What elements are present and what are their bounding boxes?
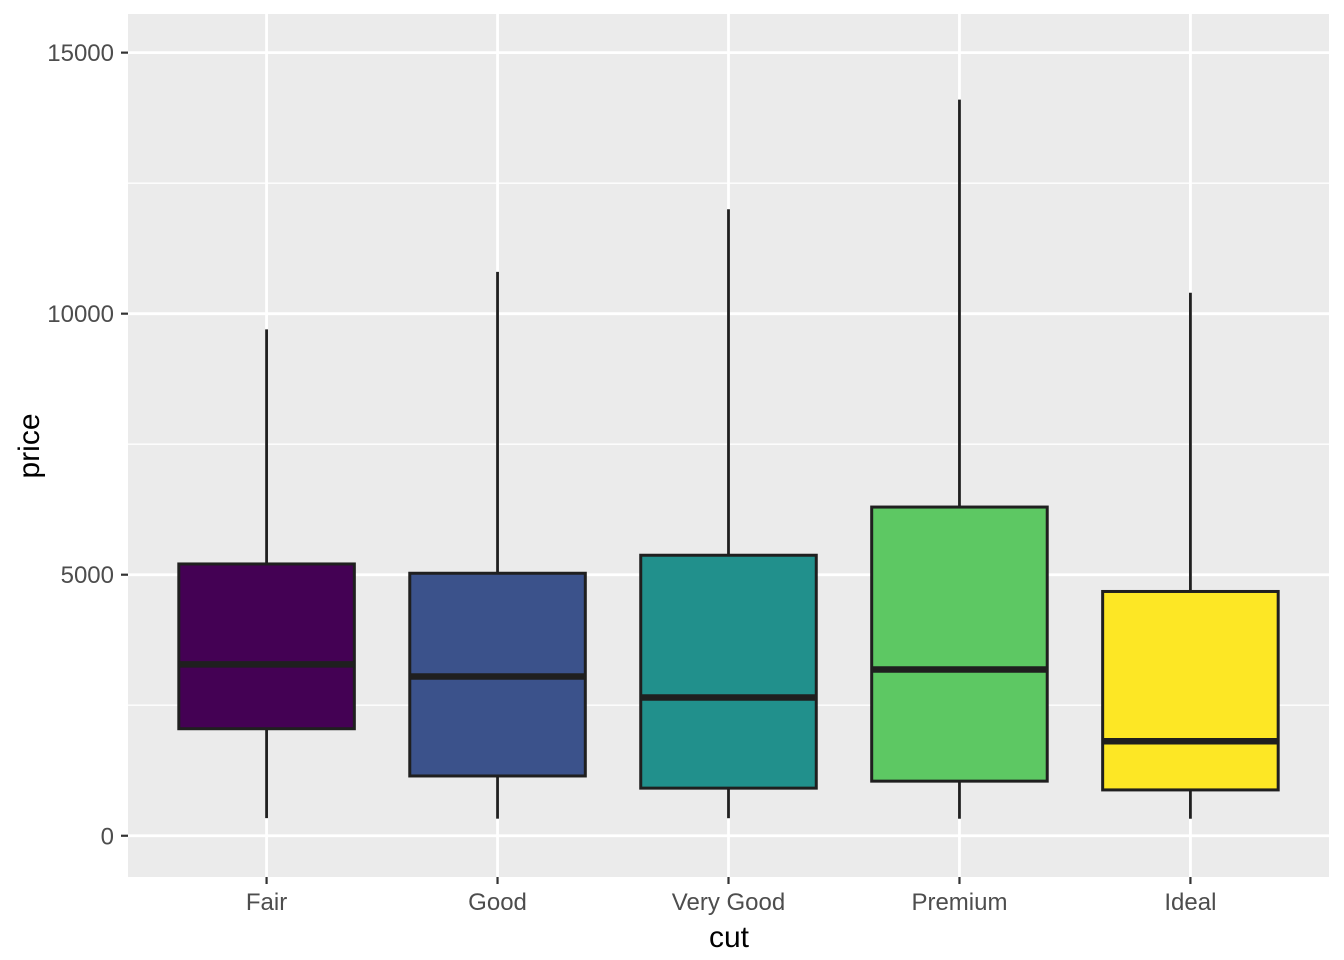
x-tick-label-premium: Premium <box>911 889 1007 916</box>
x-axis-title: cut <box>708 921 750 954</box>
x-tick-label-fair: Fair <box>246 889 287 916</box>
x-tick-label-ideal: Ideal <box>1164 889 1216 916</box>
x-tick-label-good: Good <box>468 889 527 916</box>
box-fair <box>177 562 356 731</box>
y-tick-label-10000: 10000 <box>47 301 114 328</box>
box-very-good <box>639 553 818 790</box>
y-tick-label-5000: 5000 <box>61 562 114 589</box>
box-premium <box>870 505 1049 783</box>
y-tick-label-0: 0 <box>101 823 114 850</box>
y-axis-title: price <box>13 413 46 479</box>
box-ideal <box>1101 589 1280 792</box>
x-tick-label-very-good: Very Good <box>672 889 785 916</box>
y-tick-label-15000: 15000 <box>47 40 114 67</box>
